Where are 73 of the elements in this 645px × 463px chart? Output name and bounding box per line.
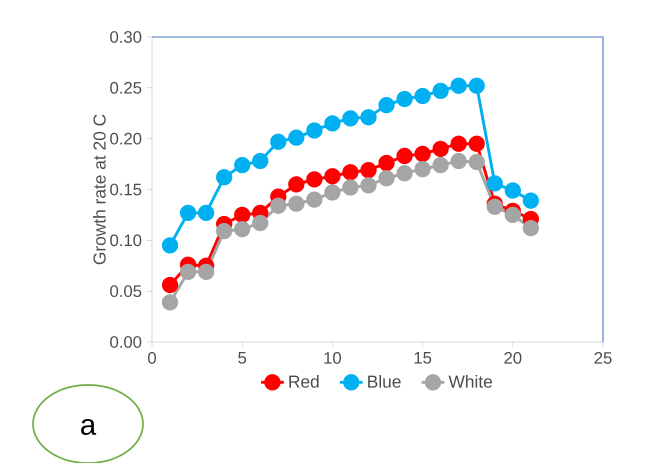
point <box>324 168 341 184</box>
point <box>270 198 286 214</box>
point <box>288 196 304 212</box>
point <box>378 154 395 172</box>
point <box>216 169 232 186</box>
point <box>180 264 196 280</box>
point <box>504 182 521 199</box>
point <box>162 294 178 310</box>
point <box>450 152 467 170</box>
point <box>360 109 377 126</box>
point <box>468 154 485 170</box>
point <box>414 146 431 162</box>
text: a <box>81 418 96 436</box>
point <box>288 130 304 146</box>
legend-label: Blue <box>368 375 401 388</box>
point <box>396 148 413 164</box>
point <box>486 175 503 192</box>
point <box>414 161 431 178</box>
point <box>252 214 268 232</box>
point <box>306 122 322 139</box>
point <box>378 170 395 186</box>
point <box>306 192 322 208</box>
point <box>522 192 539 209</box>
point <box>216 223 232 240</box>
x-tick-label: 5 <box>238 352 246 364</box>
x-tick-label: 0 <box>148 352 156 364</box>
point <box>198 264 214 280</box>
point <box>180 204 196 222</box>
point <box>468 136 485 152</box>
x-tick-label: 15 <box>414 352 432 364</box>
point <box>324 184 341 201</box>
point <box>396 90 413 108</box>
y-tick-label: 0.05 <box>110 285 142 298</box>
x-tick-label: 10 <box>324 352 342 364</box>
point <box>450 78 467 94</box>
x-tick-label: 25 <box>594 352 612 364</box>
point <box>486 198 503 215</box>
point <box>252 152 268 170</box>
x-tick-label: 20 <box>504 352 522 364</box>
legend-label: White <box>448 375 492 388</box>
point <box>468 78 485 94</box>
point <box>450 136 467 152</box>
point <box>342 110 359 126</box>
legend-label: Red <box>289 375 319 388</box>
point <box>414 88 431 104</box>
point <box>162 237 178 254</box>
y-tick-label: 0.25 <box>110 82 142 94</box>
y-tick-label: 0.00 <box>110 336 142 348</box>
point <box>360 162 377 178</box>
y-tick-label: 0.15 <box>110 184 142 196</box>
point <box>522 220 539 236</box>
point <box>342 179 359 196</box>
point <box>324 115 341 132</box>
point <box>432 82 449 100</box>
point <box>234 156 250 174</box>
point <box>378 96 395 114</box>
point <box>342 164 359 180</box>
point <box>234 221 250 238</box>
point <box>432 140 449 157</box>
point <box>396 165 413 182</box>
point <box>504 206 521 224</box>
point <box>360 177 377 194</box>
point <box>306 171 322 188</box>
point <box>270 134 286 150</box>
y-axis-title: Growth rate at 20 C <box>92 114 106 264</box>
point <box>288 176 304 193</box>
point <box>162 276 178 294</box>
y-tick-label: 0.20 <box>110 132 142 145</box>
y-tick-label: 0.30 <box>110 31 142 43</box>
y-tick-label: 0.10 <box>110 234 142 246</box>
point <box>432 156 449 174</box>
point <box>198 204 214 222</box>
point <box>234 206 250 224</box>
